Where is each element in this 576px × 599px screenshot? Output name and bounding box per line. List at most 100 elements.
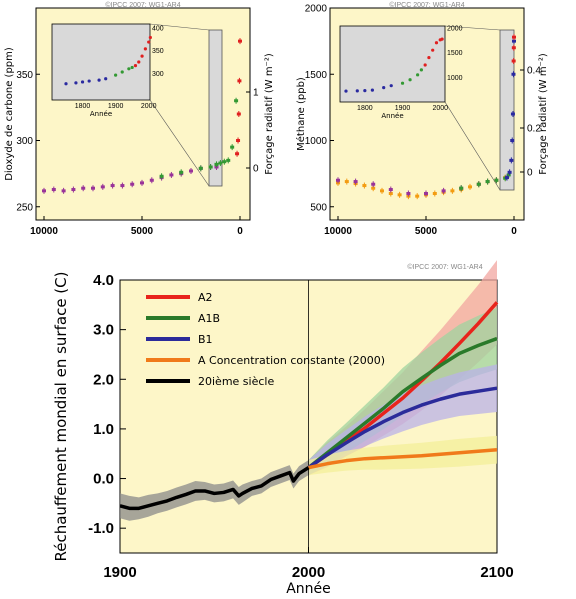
data-point [406, 192, 411, 195]
inset: 1800 1900 2000 300 350 400 Année [51, 23, 164, 118]
y-tick-label: 1.0 [93, 421, 114, 438]
data-point [235, 152, 240, 156]
inset-y-tick-label: 400 [152, 26, 164, 33]
inset-y-tick-label: 1000 [447, 75, 463, 82]
inset-y-tick-label: 300 [152, 71, 164, 78]
inset-x-tick-label: 1800 [75, 103, 91, 110]
data-point [51, 188, 56, 192]
data-point [509, 158, 514, 162]
data-point [371, 182, 376, 186]
x-axis-label: Année [286, 581, 331, 597]
data-point [485, 180, 490, 184]
x-tick-label: 0 [237, 226, 243, 237]
data-point [380, 189, 384, 193]
inset-x-axis-label: Année [90, 110, 112, 118]
x-tick-label: 5000 [415, 226, 438, 237]
y-tick-label: 300 [16, 136, 33, 147]
data-point [388, 188, 393, 192]
y-tick-label: 350 [16, 70, 33, 81]
series-line [307, 386, 498, 470]
inset-point [148, 35, 152, 40]
data-point [510, 139, 515, 142]
data-point [236, 139, 241, 142]
inset-point [80, 80, 85, 84]
inset-point [130, 65, 134, 70]
data-point [120, 184, 125, 188]
data-point [91, 186, 95, 190]
data-point [504, 176, 509, 180]
x-tick-label: 2000 [292, 564, 325, 581]
data-point [189, 169, 193, 173]
y2-axis-label: Forçage radiatif (W m⁻²) [538, 53, 549, 175]
data-series [504, 38, 516, 181]
y2-tick-label: 0 [253, 164, 259, 175]
data-point [61, 189, 66, 193]
x-tick-label: 1900 [103, 564, 136, 581]
data-point [238, 39, 242, 43]
legend-label: B1 [198, 333, 213, 346]
data-point [169, 173, 174, 177]
y-tick-label: 2000 [305, 4, 328, 15]
zoom-region [208, 29, 223, 187]
zoom-connector [149, 99, 210, 187]
inset-point [389, 84, 393, 88]
data-point [507, 170, 512, 174]
y2-tick-label: 1 [253, 88, 259, 99]
inset-point [137, 60, 141, 64]
series-line [308, 448, 498, 470]
data-point [130, 182, 135, 186]
inset-point [400, 81, 405, 85]
data-point [208, 165, 213, 169]
zoom-connector [444, 25, 501, 31]
data-point [140, 181, 144, 185]
copyright-label: ©IPCC 2007: WG1-AR4 [407, 263, 482, 271]
data-point [441, 189, 446, 193]
inset-point [114, 73, 118, 77]
zoom-connector [149, 23, 210, 31]
inset-point [431, 48, 435, 52]
y-tick-label: -1.0 [88, 520, 114, 537]
co2-panel: ©IPCC 2007: WG1-AR4 10000 5000 0 250 300 350 0 1… [4, 1, 275, 237]
x-tick-label: 0 [511, 226, 517, 237]
y-tick-label: 2.0 [93, 371, 114, 388]
y-axis-label: Réchauffement mondial en surface (C) [52, 272, 70, 562]
legend: A2 A1B B1 A Concentration constante (2000) 2… [146, 291, 385, 388]
inset-point [64, 82, 68, 86]
y-axis-label: Dioxyde de carbone (ppm) [4, 47, 15, 181]
data-point [371, 186, 376, 190]
data-point [198, 166, 203, 170]
data-point [494, 178, 499, 182]
y-tick-label: 4.0 [93, 272, 114, 289]
inset-area [51, 23, 151, 101]
temperature-panel: ©IPCC 2007: WG1-AR4 1900 2000 2100 -1.0 0.0 1.… [52, 260, 514, 597]
y-tick-label: 250 [16, 202, 33, 213]
inset-point [440, 37, 444, 41]
copyright-label: ©IPCC 2007: WG1-AR4 [389, 1, 464, 9]
legend-label: 20ième siècle [198, 375, 274, 388]
inset-y-tick-label: 1500 [447, 50, 463, 57]
data-point [218, 161, 223, 165]
data-point [237, 79, 242, 83]
data-point [459, 186, 464, 190]
data-series [159, 97, 239, 180]
inset-point [87, 79, 91, 83]
data-point [81, 186, 86, 190]
y2-axis-label: Forçage radiatif (W m⁻²) [264, 53, 275, 175]
inset-point [104, 77, 108, 81]
inset-point [140, 54, 144, 58]
inset-point [147, 40, 151, 44]
uncertainty-band [308, 364, 497, 476]
y2-tick-label: 0.2 [527, 124, 541, 135]
data-point [222, 160, 227, 164]
inset-point [416, 73, 420, 77]
inset-point [423, 63, 427, 67]
inset-point [133, 64, 138, 68]
data-point [336, 178, 340, 182]
data-series [511, 34, 516, 64]
inset-x-tick-label: 1800 [357, 105, 373, 112]
x-tick-label: 2100 [480, 564, 513, 581]
zoom-connector [444, 101, 501, 191]
data-point [71, 188, 76, 192]
inset-point [382, 86, 386, 90]
